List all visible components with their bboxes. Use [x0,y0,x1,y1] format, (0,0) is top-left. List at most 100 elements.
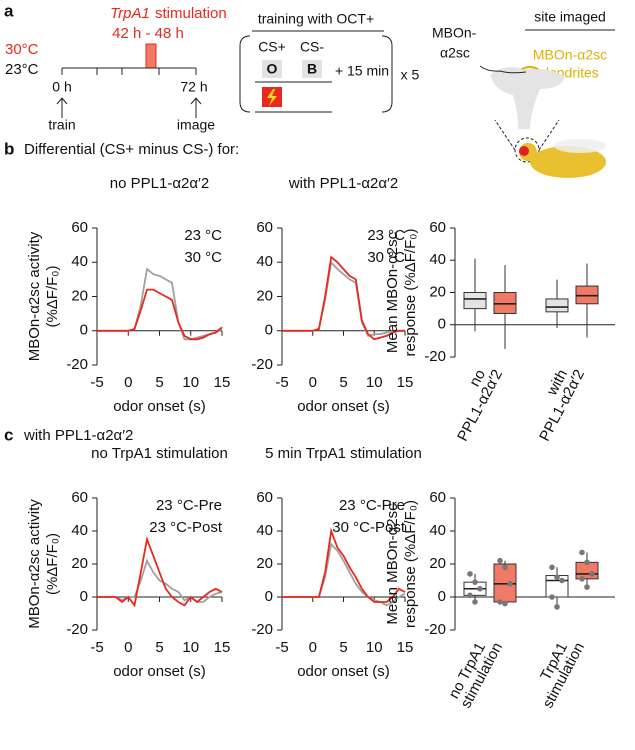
y-tick-label: 20 [256,555,273,572]
x-axis-label: odor onset (s) [297,663,390,680]
x-tick-label: 5 [339,374,347,391]
stim-block [145,43,157,69]
legend-entry: 30 °C [184,249,222,266]
point [554,604,560,610]
repeats: x 5 [401,67,420,83]
chart-title: with PPL1-α2α′2 [288,175,398,192]
x-tick-label: 15 [397,374,414,391]
chart-title: 5 min TrpA1 stimulation [265,445,422,462]
y-tick-label: 40 [71,253,88,270]
y-tick-label: 0 [438,316,446,333]
x-tick-label: 5 [155,639,163,656]
point [472,579,478,585]
y-tick-label: 20 [429,555,446,572]
y-tick-label: 40 [429,522,446,539]
y-tick-label: -20 [424,348,446,365]
dendrite [521,66,539,70]
bracket [239,35,393,113]
point [477,585,483,592]
heading: with PPL1-α2α′2 [23,427,133,444]
cs-plus: CS+ [258,39,286,55]
t0-event: train [48,117,75,133]
chart-title: no PPL1-α2α′2 [110,175,209,192]
legend-entry: 30 °C-Post [332,519,406,536]
fly-wing [554,139,606,153]
x-tick-label: 5 [155,374,163,391]
legend-entry: 23 °C [367,227,405,244]
temp-low: 23°C [5,61,39,78]
x-tick-label: 15 [397,639,414,656]
chart-title: no TrpA1 stimulation [91,445,228,462]
legend-entry: 23 °C-Post [149,519,223,536]
point [579,549,585,556]
zoom-lines [494,119,560,151]
point [502,600,508,607]
neuron-path [479,65,527,74]
y-tick-label: -20 [66,356,88,373]
brain [490,67,565,129]
x-tick-label: 0 [309,639,317,656]
stim-word: stimulation [155,5,227,22]
x-axis-label: odor onset (s) [297,398,390,415]
fly-eye [519,146,529,156]
t1: 72 h [180,79,207,95]
timeline-ticks [61,68,197,75]
y-axis-label: response (%ΔF/F₀) [402,500,419,628]
y-axis-label: MBOn-α2sc activity [26,499,43,629]
box [493,292,517,314]
lightning [267,89,277,106]
x-axis-label: odor onset (s) [113,663,206,680]
point [467,592,473,599]
y-axis-label: (%ΔF/F₀) [44,265,61,327]
point [584,559,590,566]
y-tick-label: 20 [71,287,88,304]
y-tick-label: 0 [265,588,273,605]
box [575,285,599,305]
x-axis-label: odor onset (s) [113,398,206,415]
series-line [97,558,223,603]
x-tick-label: 0 [124,639,132,656]
legend-entry: 30 °C [367,249,405,266]
stim-window: 42 h - 48 h [112,25,184,42]
series-line [97,536,223,608]
heading: Differential (CS+ minus CS-) for: [24,141,239,158]
y-tick-label: 20 [256,287,273,304]
y-tick-label: 60 [71,219,88,236]
x-tick-label: -5 [275,639,288,656]
arrow [190,97,202,118]
y-axis-label: Mean MBOn-α2sc [384,503,401,625]
series-line [282,255,405,341]
y-tick-label: 40 [71,522,88,539]
y-tick-label: 60 [429,489,446,506]
y-axis-label: Mean MBOn-α2sc [384,231,401,353]
point [579,576,585,582]
y-tick-label: 60 [256,219,273,236]
panel-label: b [4,139,14,158]
interval: + 15 min [335,63,389,79]
x-tick-label: 0 [309,374,317,391]
point [502,564,508,571]
y-tick-label: 60 [71,489,88,506]
x-tick-label: 10 [366,374,383,391]
series-line [97,288,223,341]
y-axis-label: response (%ΔF/F₀) [402,229,419,357]
x-tick-label: 10 [182,374,199,391]
y-tick-label: -20 [251,356,273,373]
y-tick-label: 20 [429,283,446,300]
legend-entry: 23 °C [184,227,222,244]
point [549,594,555,600]
t1-event: image [177,117,215,133]
x-tick-label: 15 [214,639,231,656]
odor-plus: O [267,61,278,77]
y-tick-label: 0 [265,322,273,339]
legend-entry: 23 °C-Pre [339,497,405,514]
point [554,574,560,580]
t0: 0 h [52,79,71,95]
x-tick-label: 5 [339,639,347,656]
x-tick-label: -5 [90,374,103,391]
y-tick-label: -20 [66,621,88,638]
y-tick-label: 0 [80,322,88,339]
point [497,557,503,564]
site: MBOn-α2sc [533,47,607,63]
stim-gene: TrpA1 [110,5,150,22]
